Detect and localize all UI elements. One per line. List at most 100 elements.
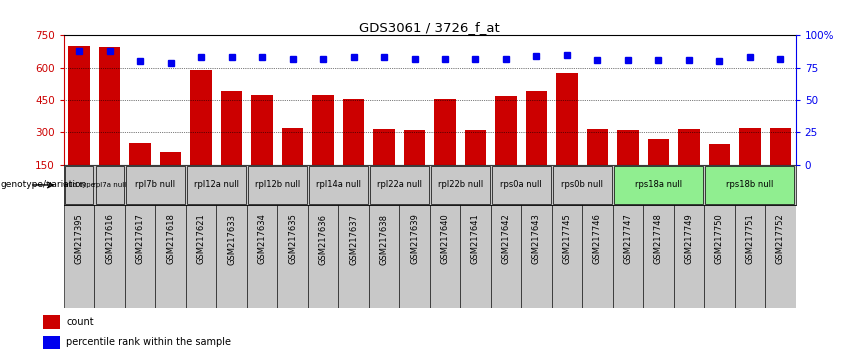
Bar xyxy=(704,205,734,308)
Title: GDS3061 / 3726_f_at: GDS3061 / 3726_f_at xyxy=(359,21,500,34)
Text: GSM217395: GSM217395 xyxy=(75,213,83,264)
Bar xyxy=(678,129,700,165)
Bar xyxy=(551,205,582,308)
Bar xyxy=(613,205,643,308)
Text: rps18b null: rps18b null xyxy=(726,181,774,189)
Bar xyxy=(277,205,308,308)
Bar xyxy=(160,152,181,165)
Bar xyxy=(43,336,60,349)
Text: rps18a null: rps18a null xyxy=(635,181,682,189)
Bar xyxy=(648,139,669,165)
Text: GSM217635: GSM217635 xyxy=(288,213,297,264)
Text: rpl12a null: rpl12a null xyxy=(194,181,239,189)
Bar xyxy=(191,70,212,165)
Bar xyxy=(221,91,243,165)
Text: GSM217751: GSM217751 xyxy=(745,213,755,264)
Bar xyxy=(125,205,155,308)
Bar xyxy=(374,129,395,165)
Bar xyxy=(526,91,547,165)
Bar xyxy=(94,205,125,308)
Bar xyxy=(186,205,216,308)
Text: GSM217746: GSM217746 xyxy=(593,213,602,264)
Text: rpl12b null: rpl12b null xyxy=(254,181,300,189)
Bar xyxy=(99,47,120,165)
Bar xyxy=(765,205,796,308)
Bar xyxy=(65,166,93,204)
Text: genotype/variation: genotype/variation xyxy=(1,181,87,189)
Bar xyxy=(399,205,430,308)
Text: percentile rank within the sample: percentile rank within the sample xyxy=(66,337,231,348)
Bar xyxy=(465,130,486,165)
Text: rpl7a null: rpl7a null xyxy=(93,182,126,188)
Text: GSM217618: GSM217618 xyxy=(166,213,175,264)
Text: rps0b null: rps0b null xyxy=(561,181,603,189)
Bar xyxy=(674,205,704,308)
Bar xyxy=(521,205,551,308)
Bar xyxy=(251,95,272,165)
Text: GSM217634: GSM217634 xyxy=(258,213,266,264)
Text: GSM217643: GSM217643 xyxy=(532,213,541,264)
Text: GSM217616: GSM217616 xyxy=(105,213,114,264)
Text: rpl22a null: rpl22a null xyxy=(377,181,422,189)
Bar xyxy=(248,166,306,204)
Bar xyxy=(643,205,674,308)
Text: GSM217633: GSM217633 xyxy=(227,213,236,264)
Bar xyxy=(308,205,338,308)
Bar xyxy=(216,205,247,308)
Text: GSM217747: GSM217747 xyxy=(624,213,632,264)
Bar xyxy=(770,128,791,165)
Text: GSM217638: GSM217638 xyxy=(380,213,389,264)
Bar xyxy=(247,205,277,308)
Text: wild type: wild type xyxy=(63,182,95,188)
Text: GSM217640: GSM217640 xyxy=(441,213,449,264)
Bar xyxy=(129,143,151,165)
Text: count: count xyxy=(66,317,94,327)
Text: GSM217641: GSM217641 xyxy=(471,213,480,264)
Bar xyxy=(43,315,60,329)
Bar xyxy=(343,99,364,165)
Bar xyxy=(95,166,123,204)
Text: GSM217642: GSM217642 xyxy=(501,213,511,264)
Text: GSM217748: GSM217748 xyxy=(654,213,663,264)
Bar xyxy=(68,46,89,165)
Bar xyxy=(614,166,703,204)
Bar xyxy=(338,205,368,308)
Bar xyxy=(557,73,578,165)
Text: GSM217745: GSM217745 xyxy=(563,213,572,264)
Bar xyxy=(434,99,455,165)
Bar xyxy=(430,205,460,308)
Bar xyxy=(370,166,429,204)
Bar xyxy=(404,130,426,165)
Bar xyxy=(495,96,517,165)
Bar xyxy=(553,166,612,204)
Text: rpl7b null: rpl7b null xyxy=(135,181,175,189)
Text: GSM217621: GSM217621 xyxy=(197,213,206,264)
Bar xyxy=(460,205,491,308)
Text: GSM217617: GSM217617 xyxy=(135,213,145,264)
Bar xyxy=(282,128,303,165)
Text: rpl22b null: rpl22b null xyxy=(437,181,483,189)
Bar xyxy=(705,166,795,204)
Bar xyxy=(187,166,246,204)
Bar xyxy=(64,205,94,308)
Bar xyxy=(582,205,613,308)
Text: GSM217636: GSM217636 xyxy=(318,213,328,264)
Bar xyxy=(617,130,638,165)
Text: rpl14a null: rpl14a null xyxy=(316,181,361,189)
Bar xyxy=(431,166,489,204)
Bar xyxy=(587,129,608,165)
Bar xyxy=(126,166,185,204)
Bar xyxy=(491,205,521,308)
Bar xyxy=(734,205,765,308)
Text: GSM217752: GSM217752 xyxy=(776,213,785,264)
Bar xyxy=(309,166,368,204)
Text: GSM217750: GSM217750 xyxy=(715,213,724,264)
Bar xyxy=(155,205,186,308)
Text: GSM217637: GSM217637 xyxy=(349,213,358,264)
Bar xyxy=(492,166,551,204)
Bar xyxy=(709,144,730,165)
Text: rps0a null: rps0a null xyxy=(500,181,542,189)
Bar xyxy=(368,205,399,308)
Bar xyxy=(312,95,334,165)
Bar xyxy=(740,128,761,165)
